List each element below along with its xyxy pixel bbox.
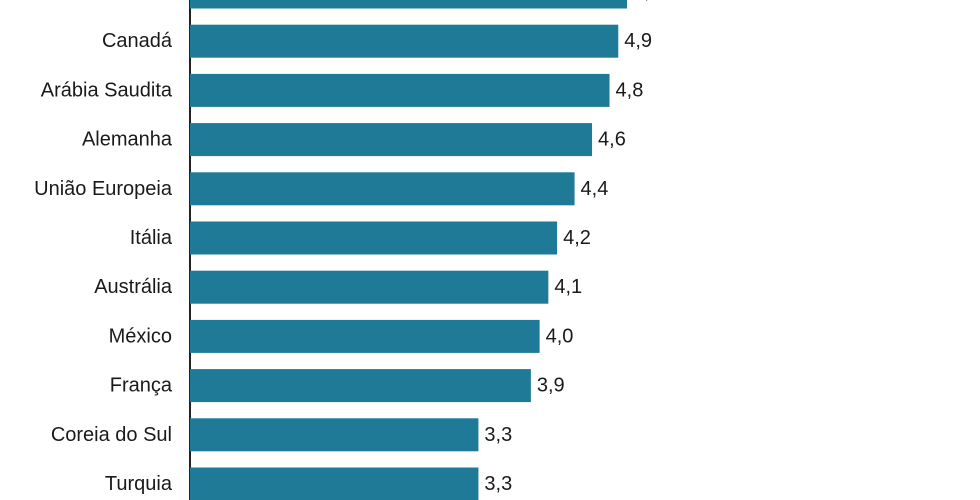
value-label-arabia-saudita: 4,8 [616, 79, 644, 101]
category-label-reino-unido: Reino Unido [62, 0, 172, 3]
bar-uniao-europeia [190, 172, 575, 206]
bar-alemanha [190, 123, 593, 157]
category-label-franca: França [110, 375, 173, 397]
value-label-franca: 3,9 [537, 375, 565, 397]
bars-group [190, 0, 627, 500]
value-label-coreia-do-sul: 3,3 [484, 424, 512, 446]
value-label-australia: 4,1 [554, 276, 582, 298]
category-label-arabia-saudita: Arábia Saudita [41, 79, 173, 101]
category-label-italia: Itália [130, 227, 173, 249]
category-label-coreia-do-sul: Coreia do Sul [51, 424, 172, 446]
bar-turquia [190, 467, 479, 500]
value-label-alemanha: 4,6 [598, 129, 626, 151]
bar-italia [190, 221, 558, 255]
value-label-italia: 4,2 [563, 227, 591, 249]
category-label-alemanha: Alemanha [82, 129, 173, 151]
category-label-canada: Canadá [102, 30, 173, 52]
bar-coreia-do-sul [190, 418, 479, 452]
value-labels-group: 5,0 4,9 4,8 4,6 4,4 4,2 4,1 4,0 3,9 3,3 3,3 [484, 0, 660, 495]
value-label-turquia: 3,3 [484, 473, 512, 495]
category-label-turquia: Turquia [105, 473, 173, 495]
value-label-canada: 4,9 [624, 30, 652, 52]
value-label-mexico: 4,0 [546, 325, 574, 347]
bar-australia [190, 270, 549, 304]
category-label-uniao-europeia: União Europeia [34, 178, 173, 200]
bar-arabia-saudita [190, 73, 610, 107]
bar-franca [190, 369, 531, 403]
bar-mexico [190, 319, 540, 353]
category-label-mexico: México [109, 325, 172, 347]
value-label-uniao-europeia: 4,4 [581, 178, 609, 200]
value-label-reino-unido: 5,0 [633, 0, 661, 3]
bar-reino-unido [190, 0, 627, 9]
bar-canada [190, 24, 619, 58]
category-labels-group: Reino Unido Canadá Arábia Saudita Alemanha U… [34, 0, 173, 495]
category-label-australia: Austrália [94, 276, 173, 298]
